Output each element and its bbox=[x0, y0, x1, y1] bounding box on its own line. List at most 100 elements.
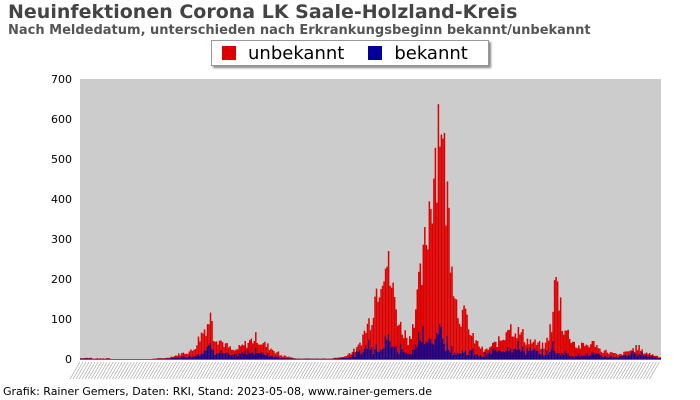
bar-unbekannt bbox=[188, 351, 191, 359]
bar-bekannt bbox=[558, 353, 560, 359]
bar-bekannt bbox=[265, 355, 267, 359]
x-tick bbox=[622, 361, 633, 380]
bar-unbekannt bbox=[390, 287, 393, 359]
bar-unbekannt bbox=[396, 325, 399, 359]
legend-swatch-bekannt bbox=[368, 46, 383, 60]
x-tick bbox=[365, 361, 377, 380]
x-tick bbox=[108, 361, 120, 380]
y-tick-label: 0 bbox=[65, 353, 72, 366]
bar-chart: 0 100 200 300 400 500 600 700 bbox=[51, 73, 661, 380]
y-tick-label: 500 bbox=[51, 153, 72, 166]
bar-unbekannt bbox=[246, 347, 248, 359]
bar-bekannt bbox=[267, 353, 269, 359]
bar-bekannt bbox=[645, 355, 648, 359]
bar-bekannt bbox=[398, 353, 400, 359]
bar-unbekannt bbox=[405, 337, 408, 359]
bar-unbekannt bbox=[239, 346, 242, 359]
bar-unbekannt bbox=[553, 280, 556, 359]
bar-unbekannt bbox=[283, 355, 286, 359]
x-tick bbox=[531, 361, 543, 380]
x-tick bbox=[377, 361, 389, 380]
bar-bekannt bbox=[478, 356, 480, 359]
bar-unbekannt bbox=[191, 351, 194, 359]
bar-bekannt bbox=[221, 353, 224, 359]
bar-bekannt bbox=[212, 350, 215, 359]
bar-unbekannt bbox=[612, 353, 615, 359]
bar-bekannt bbox=[362, 352, 364, 359]
x-tick bbox=[287, 361, 298, 380]
x-tick bbox=[576, 361, 588, 380]
bar-bekannt bbox=[537, 350, 539, 359]
bar-unbekannt bbox=[193, 349, 195, 359]
bar-bekannt bbox=[440, 327, 442, 359]
x-tick bbox=[434, 361, 446, 380]
bar-bekannt bbox=[363, 349, 365, 359]
bar-unbekannt bbox=[485, 348, 488, 359]
bar-bekannt bbox=[396, 352, 399, 359]
bar-unbekannt bbox=[196, 345, 198, 359]
x-tick bbox=[386, 361, 398, 380]
bar-bekannt bbox=[596, 353, 598, 359]
bar-bekannt bbox=[581, 355, 583, 359]
bar-bekannt bbox=[443, 343, 445, 359]
x-tick bbox=[637, 361, 648, 380]
bar-unbekannt bbox=[636, 350, 639, 359]
x-tick bbox=[603, 361, 615, 380]
bar-bekannt bbox=[623, 355, 625, 359]
bar-unbekannt bbox=[588, 347, 591, 359]
bar-unbekannt bbox=[274, 353, 277, 359]
x-tick bbox=[407, 361, 419, 380]
x-tick bbox=[422, 361, 434, 380]
bar-bekannt bbox=[205, 350, 207, 359]
bar-unbekannt bbox=[363, 330, 366, 359]
x-tick bbox=[220, 361, 232, 380]
bar-unbekannt bbox=[585, 344, 588, 359]
x-tick bbox=[115, 361, 126, 380]
bar-bekannt bbox=[390, 347, 393, 359]
bar-unbekannt bbox=[206, 324, 209, 359]
bar-unbekannt bbox=[341, 357, 343, 359]
bar-bekannt bbox=[374, 349, 376, 359]
bar-bekannt bbox=[636, 356, 639, 359]
x-tick bbox=[241, 361, 253, 380]
bar-unbekannt bbox=[181, 353, 183, 359]
bar-unbekannt bbox=[262, 343, 265, 359]
bar-unbekannt bbox=[476, 341, 479, 359]
bar-unbekannt bbox=[345, 356, 348, 359]
bar-unbekannt bbox=[261, 344, 263, 359]
bar-unbekannt bbox=[333, 357, 336, 359]
bar-unbekannt bbox=[591, 341, 594, 359]
bar-bekannt bbox=[528, 351, 530, 359]
bar-unbekannt bbox=[593, 341, 595, 359]
bar-unbekannt bbox=[175, 355, 177, 359]
x-tick bbox=[462, 361, 473, 380]
bar-unbekannt bbox=[194, 349, 197, 359]
x-tick bbox=[413, 361, 425, 380]
bar-bekannt bbox=[246, 355, 248, 359]
bar-bekannt bbox=[519, 349, 521, 359]
bar-bekannt bbox=[187, 357, 189, 359]
x-tick bbox=[447, 361, 458, 380]
bar-bekannt bbox=[475, 354, 477, 359]
bar-bekannt bbox=[345, 357, 347, 359]
x-tick bbox=[299, 361, 310, 380]
bar-bekannt bbox=[659, 357, 661, 359]
x-tick bbox=[223, 361, 235, 380]
bar-unbekannt bbox=[253, 341, 256, 359]
bar-unbekannt bbox=[190, 349, 192, 359]
bar-bekannt bbox=[511, 352, 513, 359]
bar-bekannt bbox=[351, 355, 353, 359]
legend-item-unbekannt: unbekannt bbox=[222, 43, 344, 64]
bar-bekannt bbox=[541, 348, 543, 359]
x-tick bbox=[546, 361, 558, 380]
bar-bekannt bbox=[648, 355, 651, 359]
bar-bekannt bbox=[472, 348, 474, 359]
bar-bekannt bbox=[538, 354, 540, 359]
bar-bekannt bbox=[550, 348, 553, 359]
bar-unbekannt bbox=[242, 345, 245, 359]
bar-unbekannt bbox=[425, 245, 428, 359]
x-tick bbox=[326, 361, 337, 380]
x-tick bbox=[362, 361, 374, 380]
bar-unbekannt bbox=[404, 330, 406, 359]
bar-bekannt bbox=[354, 357, 356, 359]
